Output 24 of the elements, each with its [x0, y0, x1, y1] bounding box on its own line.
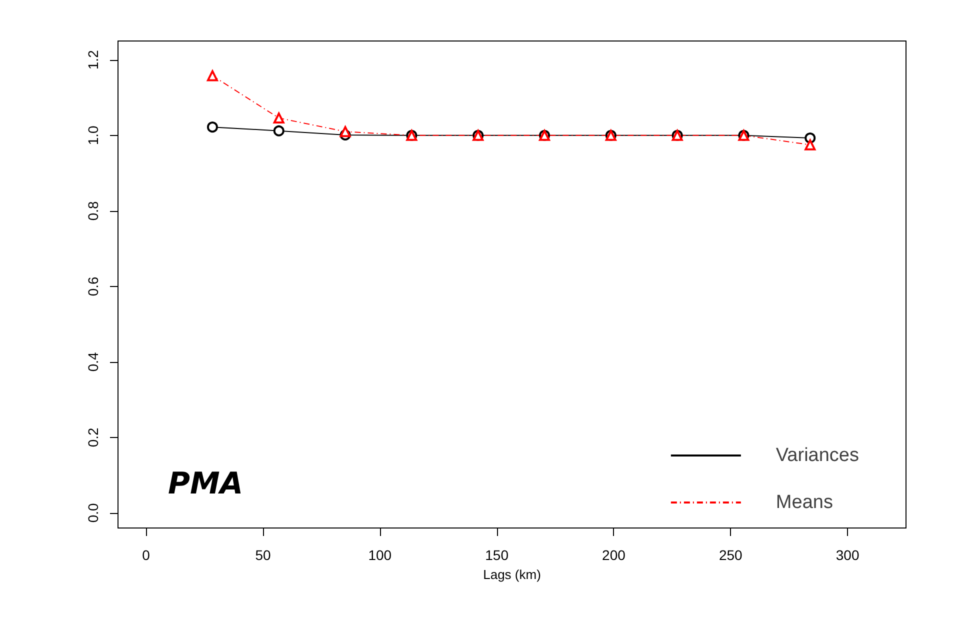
point: [273, 112, 284, 124]
annotation: PMA: [168, 466, 244, 502]
x-tick-label: 150: [485, 547, 509, 563]
point: [206, 70, 218, 82]
y-tick-label: 0.6: [85, 276, 101, 296]
x-tick-label: 200: [602, 547, 626, 563]
legend-label: Variances: [776, 445, 860, 466]
y-tick-label: 0.2: [85, 427, 101, 448]
y-tick-label: 0.0: [85, 502, 101, 523]
y-tick-label: 0.8: [85, 200, 101, 221]
x-axis-title: Lags (km): [483, 567, 541, 582]
point: [273, 125, 284, 136]
point: [206, 122, 218, 133]
x-tick-label: 50: [255, 547, 271, 563]
point: [340, 126, 351, 138]
legend-label: Means: [776, 492, 833, 513]
x-tick-label: 0: [142, 547, 150, 563]
y-tick-label: 1.2: [85, 50, 101, 70]
x-tick-label: 100: [368, 547, 392, 563]
point: [804, 139, 816, 150]
x-tick-label: 300: [836, 547, 860, 563]
y-tick-label: 1.0: [85, 125, 101, 146]
x-tick-label: 250: [718, 547, 743, 563]
y-tick-label: 0.4: [85, 352, 101, 372]
